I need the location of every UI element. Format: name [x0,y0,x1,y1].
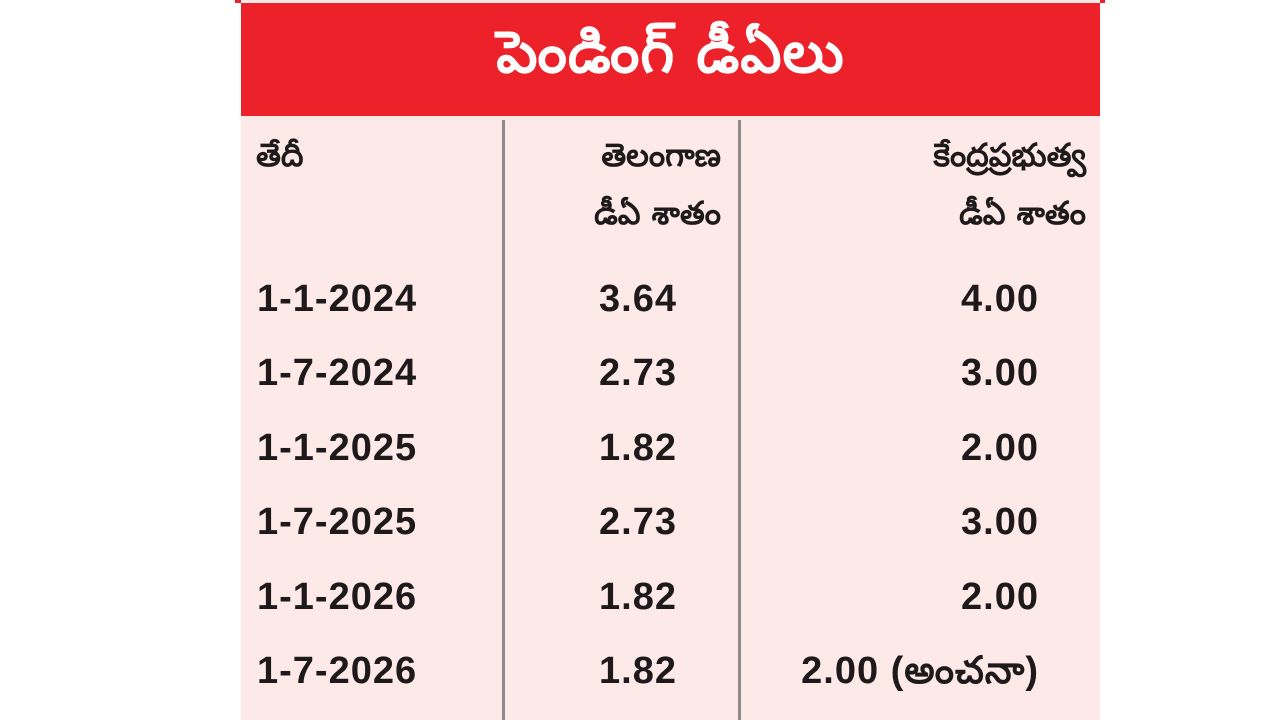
central-da-cell: 3.00 [961,501,1039,544]
column-divider-1 [502,120,505,720]
central-da-cell: 2.00 (అంచనా) [801,649,1039,692]
telangana-da-cell: 3.64 [599,278,677,320]
table-row: 1-7-2025 2.73 3.00 [241,485,1100,559]
table-body: 1-1-2024 3.64 4.00 1-7-2024 2.73 3.00 1-… [241,262,1100,708]
column-divider-2 [738,120,741,720]
title-bar: పెండింగ్ డీఏలు [241,3,1100,116]
header-date: తేదీ [256,126,304,184]
table-row: 1-7-2024 2.73 3.00 [241,336,1100,410]
header-telangana-line-1: తెలంగాణ [601,136,721,174]
date-cell: 1-7-2024 [257,352,418,395]
central-da-cell: 4.00 [961,278,1039,320]
table-row: 1-1-2026 1.82 2.00 [241,560,1100,634]
central-da-cell: 2.00 [961,575,1039,618]
table-row: 1-1-2025 1.82 2.00 [241,411,1100,485]
telangana-da-cell: 2.73 [599,501,677,544]
header-telangana-line-2: డీఏ శాతం [594,194,721,232]
date-cell: 1-1-2025 [257,426,418,469]
date-cell: 1-1-2024 [257,278,418,320]
date-cell: 1-7-2025 [257,501,418,544]
header-date-line-1: తేదీ [256,136,304,174]
telangana-da-cell: 2.73 [599,352,677,395]
header-central-line-2: డీఏ శాతం [959,194,1086,232]
header-central: కేంద్రప్రభుత్వ డీఏ శాతం [796,126,1086,242]
table-title: పెండింగ్ డీఏలు [496,18,845,86]
central-da-cell: 3.00 [961,352,1039,395]
table-row: 1-7-2026 1.82 2.00 (అంచనా) [241,634,1100,708]
telangana-da-cell: 1.82 [599,649,677,692]
pending-da-table-card: పెండింగ్ డీఏలు తేదీ తెలంగాణ డీఏ శాతం కేం… [241,0,1100,720]
date-cell: 1-7-2026 [257,649,418,692]
telangana-da-cell: 1.82 [599,426,677,469]
header-telangana: తెలంగాణ డీఏ శాతం [559,126,721,242]
telangana-da-cell: 1.82 [599,575,677,618]
header-central-line-1: కేంద్రప్రభుత్వ [933,136,1086,174]
central-da-cell: 2.00 [961,426,1039,469]
date-cell: 1-1-2026 [257,575,418,618]
table-row: 1-1-2024 3.64 4.00 [241,262,1100,336]
